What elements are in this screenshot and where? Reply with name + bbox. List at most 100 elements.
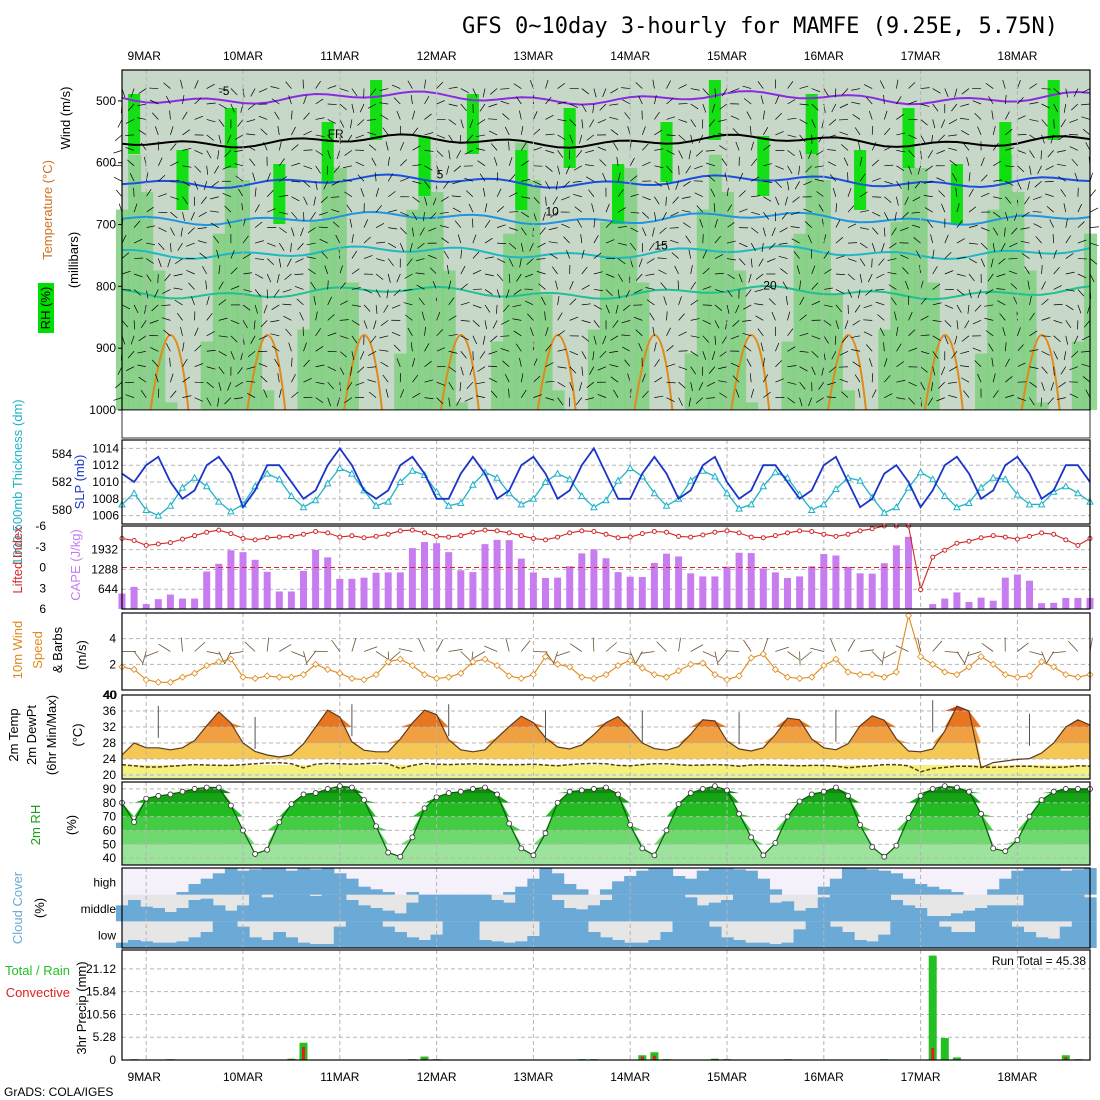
wind-barb — [669, 239, 679, 244]
lifted-index-marker — [918, 587, 924, 593]
isotherm-label: -5 — [219, 84, 230, 98]
thickness-marker — [747, 500, 756, 508]
wind-barb — [1005, 376, 1013, 383]
wind-barb — [924, 207, 933, 213]
precip-tick: 5.28 — [93, 1030, 117, 1044]
wind-barb — [944, 335, 949, 345]
wind-barb — [254, 221, 263, 228]
cloud-cover-bar — [297, 942, 311, 948]
wind-barb — [117, 366, 123, 375]
wind-barb — [169, 357, 171, 367]
lifted-index-marker — [615, 535, 621, 541]
isotherm-line — [121, 284, 1091, 301]
wind-barb — [512, 304, 522, 308]
wind-barb — [725, 320, 728, 330]
surface-wind-barb — [389, 651, 401, 661]
wind-barb — [1013, 212, 1018, 221]
wind-barb — [879, 80, 885, 89]
wind-barb — [743, 345, 752, 352]
wind-barb — [646, 299, 655, 306]
rh-marker — [445, 790, 452, 796]
wind-barb — [140, 320, 147, 329]
wind-barb — [719, 103, 728, 110]
wind-barb — [920, 134, 926, 143]
wind-barb — [162, 289, 171, 294]
wind-barb — [908, 134, 917, 139]
wind-barb — [146, 206, 154, 213]
wind-barb — [569, 298, 577, 306]
wind-barb — [351, 287, 361, 290]
wind-speed-marker — [929, 660, 937, 668]
wind-barb — [400, 227, 407, 235]
cloud-cover-bar — [987, 889, 1000, 895]
wind-barb — [557, 312, 563, 321]
wind-barb — [1021, 211, 1030, 218]
wind-barb — [735, 304, 740, 314]
wind-barb — [610, 88, 619, 94]
wind-barb — [1017, 150, 1026, 154]
rh-marker — [712, 783, 718, 790]
wind-barb — [303, 359, 310, 367]
wind-barb — [876, 273, 885, 279]
wind-barb — [721, 335, 728, 344]
rh-field-cell — [503, 233, 517, 410]
wind-barb — [575, 397, 583, 405]
wind-barb — [1017, 327, 1021, 336]
cloud-cover-bar — [769, 889, 783, 895]
wind-barb — [775, 112, 783, 120]
wind-barb — [452, 180, 461, 185]
surface-wind-barb — [787, 651, 800, 660]
lifted-index-marker — [579, 528, 585, 534]
wind-barb — [393, 289, 401, 297]
wind-barb — [648, 242, 655, 251]
wind-barb — [363, 304, 371, 312]
pressure-tick: 1000 — [89, 403, 116, 417]
wind-speed-marker — [723, 676, 731, 684]
precip-total-bar — [420, 1056, 429, 1060]
wind-barb — [234, 163, 244, 167]
cloud-cover-bar — [394, 913, 407, 922]
wind-barb — [149, 320, 159, 324]
wind-barb — [1077, 203, 1083, 213]
wind-barb — [242, 253, 251, 259]
wind-barb — [374, 172, 377, 182]
rh-marker — [578, 787, 585, 794]
wind-barb — [472, 335, 478, 345]
wind-barb — [624, 359, 631, 367]
cloud-cover-bar — [902, 878, 916, 895]
wind-barb — [714, 218, 718, 228]
cloud-cover-bar — [249, 869, 262, 895]
wind-barb — [854, 304, 861, 313]
cape-axis-label: CAPE (J/kg) — [68, 529, 83, 601]
wind-barb — [642, 161, 651, 167]
wind-barb — [992, 390, 999, 398]
wind-barb — [409, 243, 413, 252]
wind-barb — [1052, 234, 1055, 244]
wind-barb — [612, 320, 619, 328]
wind-barb — [997, 300, 1006, 306]
cloud-cover-bar — [309, 869, 323, 895]
cloud-cover-bar — [999, 878, 1012, 895]
wind-barb — [327, 134, 334, 142]
wind-barb — [948, 394, 957, 398]
wind-barb — [952, 173, 958, 182]
cloud-cover-bar — [612, 940, 625, 948]
wind-barb — [424, 343, 430, 352]
wind-barb — [484, 304, 491, 313]
wind-speed-marker — [566, 663, 574, 671]
wind-barb — [1029, 102, 1039, 105]
rh-field-cell — [878, 329, 892, 410]
wind-barb — [884, 180, 893, 185]
wind-barb — [555, 181, 558, 191]
wind-barb — [920, 315, 929, 321]
wind-barb — [581, 103, 587, 113]
wind-speed-marker — [578, 673, 586, 681]
wind-barb — [351, 320, 360, 326]
wind-barb — [227, 219, 232, 228]
wind-barb — [690, 366, 697, 375]
temp-tick: 28 — [103, 736, 117, 750]
wind-barb — [887, 272, 897, 275]
wind-speed-marker — [493, 662, 501, 670]
cloud-cover-bar — [781, 942, 795, 948]
temp-tick: 32 — [103, 720, 117, 734]
